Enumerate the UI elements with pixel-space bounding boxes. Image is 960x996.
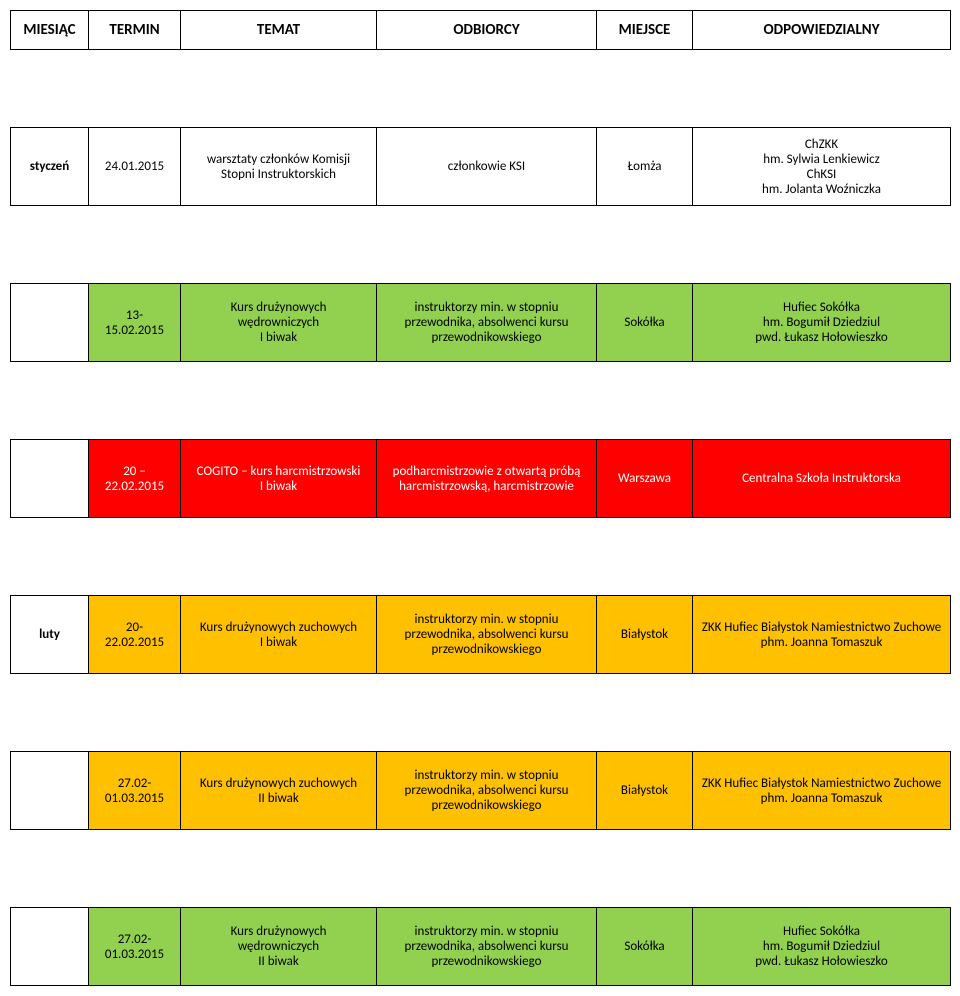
odbiorcy-cell: instruktorzy min. w stopniu przewodnika,… xyxy=(377,596,597,674)
odbiorcy-cell: instruktorzy min. w stopniu przewodnika,… xyxy=(377,752,597,830)
separator xyxy=(11,362,951,440)
month-cell: luty xyxy=(11,596,89,674)
month-cell xyxy=(11,752,89,830)
temat-cell: warsztaty członków Komisji Stopni Instru… xyxy=(181,128,377,206)
month-cell xyxy=(11,440,89,518)
temat-cell: COGITO – kurs harcmistrzowskiI biwak xyxy=(181,440,377,518)
odbiorcy-cell: członkowie KSI xyxy=(377,128,597,206)
separator xyxy=(11,674,951,752)
odbiorcy-cell: instruktorzy min. w stopniu przewodnika,… xyxy=(377,284,597,362)
col-odbiorcy: ODBIORCY xyxy=(377,11,597,50)
odp-cell: Hufiec Sokółkahm. Bogumił Dziedziulpwd. … xyxy=(693,284,951,362)
temat-cell: Kurs drużynowych zuchowychII biwak xyxy=(181,752,377,830)
odp-cell: ZKK Hufiec Białystok Namiestnictwo Zucho… xyxy=(693,752,951,830)
month-label: styczeń xyxy=(30,159,69,174)
table-row: 27.02-01.03.2015 Kurs drużynowych wędrow… xyxy=(11,908,951,986)
month-cell xyxy=(11,908,89,986)
table-row: 27.02-01.03.2015 Kurs drużynowych zuchow… xyxy=(11,752,951,830)
termin-cell: 27.02-01.03.2015 xyxy=(89,908,181,986)
odp-cell: ChZKKhm. Sylwia LenkiewiczChKSIhm. Jolan… xyxy=(693,128,951,206)
separator xyxy=(11,830,951,908)
miejsce-cell: Białystok xyxy=(597,752,693,830)
temat-cell: Kurs drużynowych wędrowniczychI biwak xyxy=(181,284,377,362)
odp-cell: Hufiec Sokółkahm. Bogumił Dziedziulpwd. … xyxy=(693,908,951,986)
month-label: luty xyxy=(39,627,60,642)
odbiorcy-cell: podharcmistrzowie z otwartą próbą harcmi… xyxy=(377,440,597,518)
separator xyxy=(11,50,951,128)
month-cell: styczeń xyxy=(11,128,89,206)
col-termin: TERMIN xyxy=(89,11,181,50)
table-row: styczeń 24.01.2015 warsztaty członków Ko… xyxy=(11,128,951,206)
col-miesiac: MIESIĄC xyxy=(11,11,89,50)
col-temat: TEMAT xyxy=(181,11,377,50)
table-row: 13-15.02.2015 Kurs drużynowych wędrownic… xyxy=(11,284,951,362)
miejsce-cell: Łomża xyxy=(597,128,693,206)
schedule-table: MIESIĄC TERMIN TEMAT ODBIORCY MIEJSCE OD… xyxy=(10,10,951,986)
miejsce-cell: Sokółka xyxy=(597,908,693,986)
table-row: luty 20-22.02.2015 Kurs drużynowych zuch… xyxy=(11,596,951,674)
termin-cell: 20-22.02.2015 xyxy=(89,596,181,674)
odp-cell: Centralna Szkoła Instruktorska xyxy=(693,440,951,518)
termin-cell: 13-15.02.2015 xyxy=(89,284,181,362)
separator xyxy=(11,518,951,596)
separator xyxy=(11,206,951,284)
col-miejsce: MIEJSCE xyxy=(597,11,693,50)
col-odp: ODPOWIEDZIALNY xyxy=(693,11,951,50)
odp-cell: ZKK Hufiec Białystok Namiestnictwo Zucho… xyxy=(693,596,951,674)
header-row: MIESIĄC TERMIN TEMAT ODBIORCY MIEJSCE OD… xyxy=(11,11,951,50)
odbiorcy-cell: instruktorzy min. w stopniu przewodnika,… xyxy=(377,908,597,986)
miejsce-cell: Sokółka xyxy=(597,284,693,362)
temat-cell: Kurs drużynowych wędrowniczychII biwak xyxy=(181,908,377,986)
table-row: 20 – 22.02.2015 COGITO – kurs harcmistrz… xyxy=(11,440,951,518)
temat-cell: Kurs drużynowych zuchowychI biwak xyxy=(181,596,377,674)
termin-cell: 20 – 22.02.2015 xyxy=(89,440,181,518)
termin-cell: 27.02-01.03.2015 xyxy=(89,752,181,830)
miejsce-cell: Białystok xyxy=(597,596,693,674)
month-cell xyxy=(11,284,89,362)
miejsce-cell: Warszawa xyxy=(597,440,693,518)
termin-cell: 24.01.2015 xyxy=(89,128,181,206)
